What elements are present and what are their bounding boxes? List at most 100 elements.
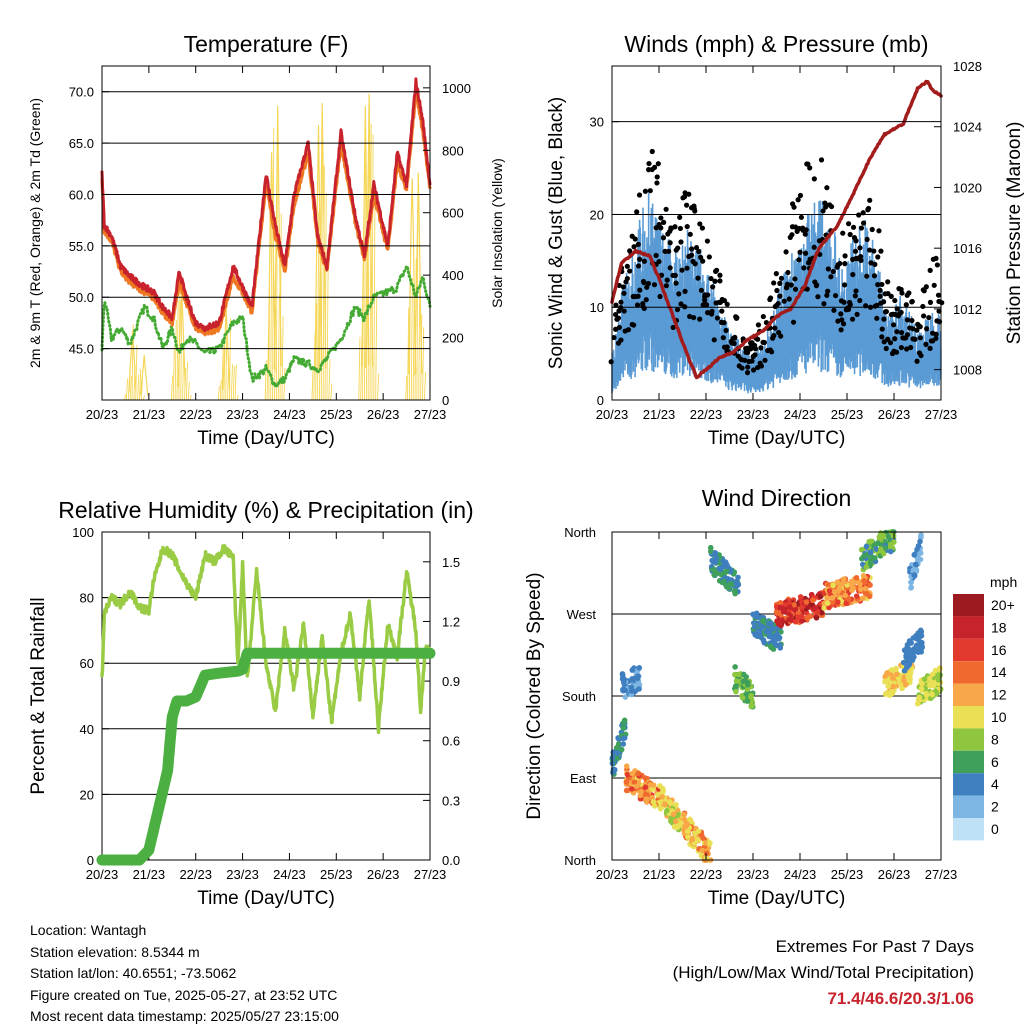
gust-point bbox=[724, 344, 730, 350]
direction-point bbox=[908, 584, 915, 591]
direction-point bbox=[915, 635, 922, 641]
y-tick-label: 80 bbox=[80, 591, 94, 606]
gust-point bbox=[696, 248, 702, 255]
gust-point bbox=[692, 261, 698, 267]
direction-point bbox=[933, 690, 940, 697]
x-tick-label: 21/23 bbox=[133, 867, 166, 882]
legend-label: 18 bbox=[991, 619, 1007, 635]
gust-point bbox=[646, 160, 652, 167]
gust-point bbox=[876, 228, 882, 234]
gust-point bbox=[712, 278, 718, 284]
solar-spike bbox=[358, 336, 361, 401]
gust-point bbox=[788, 282, 794, 288]
gust-point bbox=[658, 225, 664, 231]
gust-point bbox=[933, 331, 939, 337]
gust-point bbox=[631, 244, 637, 250]
direction-point bbox=[893, 665, 899, 672]
gust-point bbox=[807, 165, 813, 171]
gust-point bbox=[697, 316, 703, 322]
gust-point bbox=[832, 292, 839, 299]
direction-point bbox=[799, 604, 805, 611]
direction-point bbox=[795, 614, 801, 620]
direction-point bbox=[880, 550, 887, 557]
direction-point bbox=[803, 609, 810, 616]
gust-point bbox=[688, 252, 695, 258]
gust-point bbox=[608, 359, 614, 365]
direction-point bbox=[797, 594, 804, 600]
solar-spike bbox=[142, 395, 145, 401]
solar-spike bbox=[377, 373, 380, 401]
solar-spike bbox=[412, 290, 415, 401]
direction-point bbox=[724, 562, 730, 568]
gust-point bbox=[742, 357, 748, 363]
gust-point bbox=[818, 157, 825, 163]
gust-point bbox=[620, 284, 627, 290]
gust-point bbox=[790, 319, 797, 325]
direction-point bbox=[907, 669, 914, 676]
direction-point bbox=[885, 534, 892, 541]
x-tick-label: 21/23 bbox=[643, 407, 676, 422]
y-tick-label: 40 bbox=[80, 722, 94, 737]
x-tick-label: 24/23 bbox=[273, 407, 306, 422]
direction-point bbox=[744, 682, 751, 688]
y-axis-label: Sonic Wind & Gust (Blue, Black) bbox=[546, 97, 567, 369]
gust-point bbox=[693, 245, 700, 251]
gust-point bbox=[755, 322, 762, 328]
y-axis-label: 2m & 9m T (Red, Orange) & 2m Td (Green) bbox=[27, 98, 43, 368]
direction-point bbox=[867, 582, 873, 588]
gust-point bbox=[651, 282, 658, 288]
gust-point bbox=[621, 308, 627, 314]
x-tick-label: 23/23 bbox=[226, 867, 259, 882]
chart-title: Relative Humidity (%) & Precipitation (i… bbox=[58, 497, 473, 523]
gust-point bbox=[720, 335, 726, 341]
gust-point bbox=[838, 327, 844, 333]
direction-point bbox=[835, 588, 842, 594]
direction-point bbox=[723, 568, 730, 575]
gust-point bbox=[898, 344, 904, 351]
direction-point bbox=[614, 750, 621, 757]
direction-point bbox=[707, 840, 713, 846]
direction-point bbox=[659, 794, 665, 800]
direction-point bbox=[900, 659, 907, 666]
direction-point bbox=[761, 639, 768, 646]
solar-spike bbox=[314, 124, 323, 371]
gust-point bbox=[624, 263, 630, 269]
solar-spike bbox=[268, 206, 271, 401]
plot-frame bbox=[101, 65, 431, 401]
direction-point bbox=[634, 783, 640, 789]
solar-spike bbox=[127, 377, 130, 401]
direction-point bbox=[858, 586, 864, 592]
gust-point bbox=[616, 324, 622, 331]
direction-point bbox=[760, 617, 767, 624]
direction-point bbox=[698, 832, 705, 839]
direction-point bbox=[930, 682, 937, 689]
solar-spike bbox=[229, 318, 232, 401]
y2-tick-label: 800 bbox=[442, 143, 464, 158]
direction-point bbox=[915, 649, 921, 655]
x-tick-label: 23/23 bbox=[737, 867, 770, 882]
direction-point bbox=[908, 579, 914, 586]
y2-tick-label: 1.5 bbox=[442, 555, 460, 570]
direction-point bbox=[911, 572, 918, 578]
gust-point bbox=[853, 288, 859, 294]
direction-point bbox=[903, 646, 909, 653]
direction-point bbox=[904, 641, 911, 648]
direction-point bbox=[668, 818, 674, 825]
direction-point bbox=[775, 617, 782, 624]
y2-tick-label: 0.3 bbox=[442, 793, 460, 808]
direction-point bbox=[768, 621, 774, 628]
gust-point bbox=[933, 255, 939, 262]
x-tick-label: 27/23 bbox=[414, 867, 447, 882]
gust-point bbox=[640, 301, 646, 307]
gust-point bbox=[624, 275, 630, 282]
gust-point bbox=[850, 224, 857, 230]
gust-point bbox=[797, 249, 803, 255]
direction-point bbox=[917, 550, 924, 556]
gust-point bbox=[758, 363, 765, 369]
x-tick-label: 20/23 bbox=[596, 867, 629, 882]
direction-point bbox=[826, 604, 832, 611]
direction-point bbox=[843, 600, 850, 607]
x-tick-label: 25/23 bbox=[320, 407, 353, 422]
solar-spike bbox=[174, 319, 177, 401]
gust-point bbox=[758, 345, 764, 351]
